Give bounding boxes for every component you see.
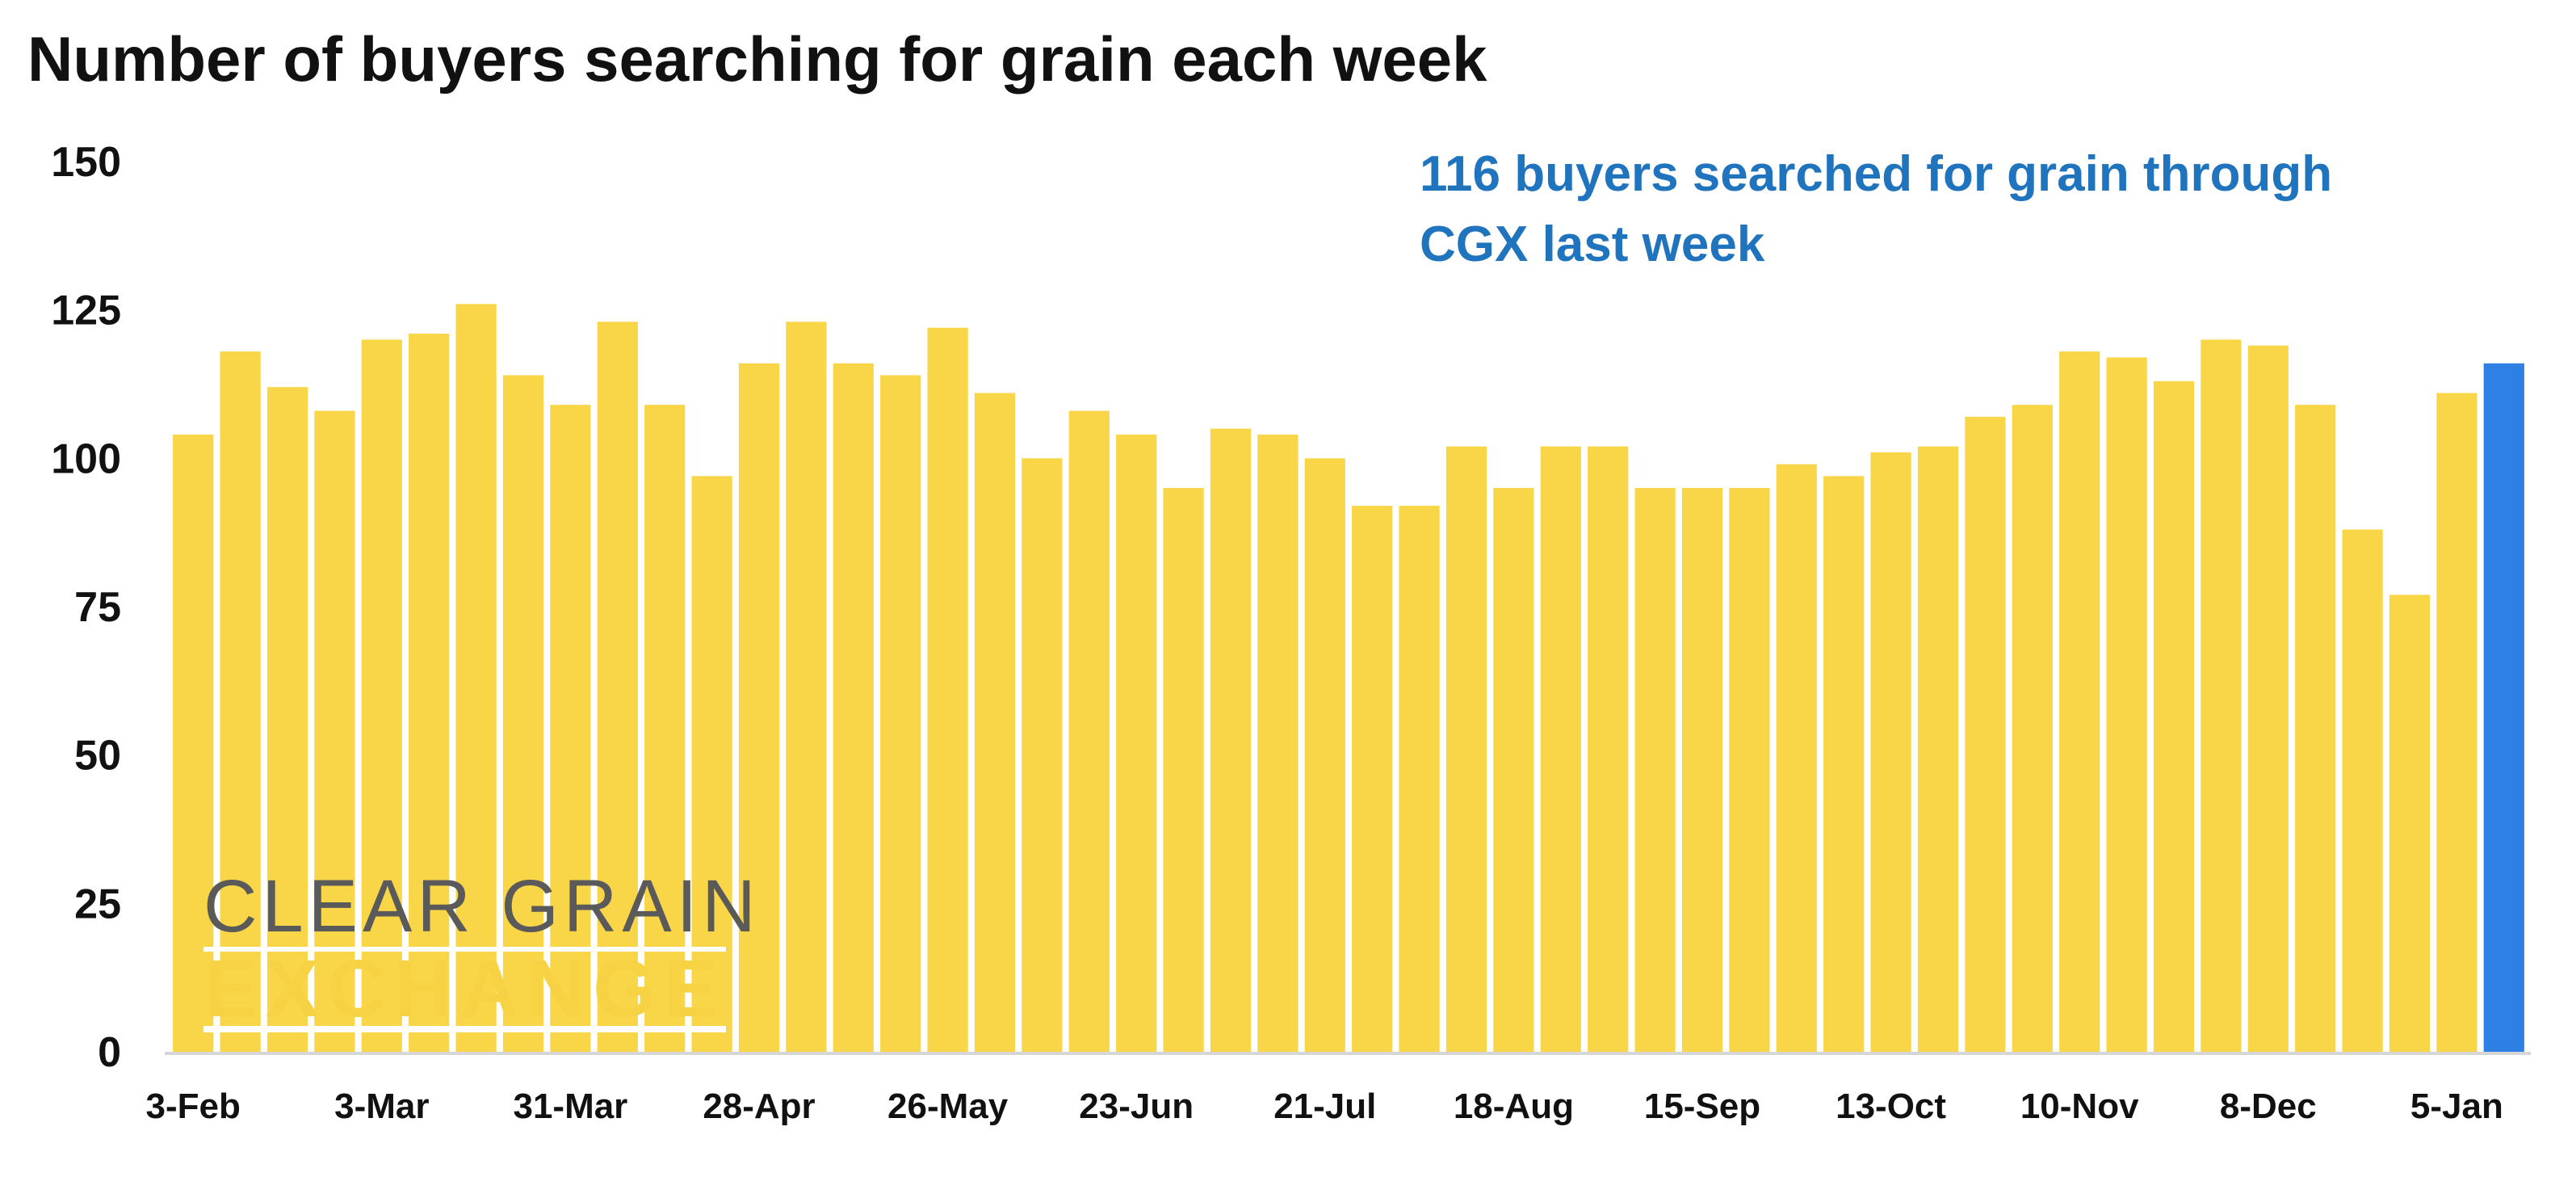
bar [1163, 488, 1204, 1052]
x-tick-label: 23-Jun [1079, 1087, 1194, 1126]
bar [2389, 595, 2431, 1052]
annotation-line-1: 116 buyers searched for grain through [1420, 146, 2332, 202]
x-tick-label: 5-Jan [2410, 1087, 2503, 1126]
bar [1068, 410, 1110, 1052]
y-tick-label: 75 [74, 584, 121, 631]
x-tick-label: 28-Apr [703, 1087, 815, 1126]
clear-grain-exchange-logo: CLEAR GRAIN EXCHANGE [203, 866, 761, 1032]
bar [974, 393, 1016, 1052]
chart-title: Number of buyers searching for grain eac… [27, 23, 1487, 95]
bar [2342, 529, 2383, 1052]
logo-text-bottom: EXCHANGE [203, 944, 726, 1034]
bar [1681, 488, 1723, 1052]
bar [1729, 488, 1770, 1052]
bar [880, 375, 921, 1053]
bar [1776, 464, 1817, 1052]
bar [502, 375, 544, 1053]
bar [1304, 458, 1345, 1052]
y-tick-label: 50 [74, 733, 121, 780]
bar [1210, 428, 1252, 1052]
bar [2247, 345, 2289, 1052]
x-axis: 3-Feb 3-Mar 31-Mar 28-Apr 26-May 23-Jun 21-Jul… [146, 1087, 2503, 1126]
bar [220, 351, 261, 1052]
bar [1352, 506, 1393, 1052]
bar [691, 476, 732, 1052]
x-tick-label: 15-Sep [1644, 1087, 1760, 1126]
y-tick-label: 0 [98, 1029, 121, 1076]
bar [409, 334, 450, 1052]
bar [266, 387, 308, 1052]
x-tick-label: 10-Nov [2020, 1087, 2139, 1126]
bar [2106, 357, 2147, 1052]
bar [314, 410, 355, 1052]
logo-text-top: CLEAR GRAIN [203, 865, 761, 948]
y-tick-label: 125 [51, 288, 121, 334]
y-axis: 0 25 50 75 100 125 150 [51, 139, 121, 1076]
x-tick-label: 18-Aug [1454, 1087, 1574, 1126]
bar [1634, 488, 1676, 1052]
x-tick-label: 26-May [887, 1087, 1009, 1126]
bar [2201, 339, 2242, 1052]
y-tick-label: 25 [74, 881, 121, 927]
y-tick-label: 150 [51, 139, 121, 186]
bar [1823, 476, 1865, 1052]
bar [2153, 380, 2195, 1052]
bar [644, 405, 686, 1052]
bar [1022, 458, 1063, 1052]
bar [1116, 434, 1157, 1052]
bar [1540, 446, 1581, 1052]
bar [1399, 506, 1440, 1052]
bar [1870, 452, 1911, 1052]
x-tick-label: 3-Mar [334, 1087, 429, 1126]
y-tick-label: 100 [51, 435, 121, 482]
bar [2012, 405, 2053, 1052]
x-tick-label: 31-Mar [513, 1087, 627, 1126]
bar [738, 363, 780, 1053]
bar [1917, 446, 1959, 1052]
bar [2436, 393, 2477, 1052]
bar [361, 339, 402, 1052]
bar [455, 304, 497, 1052]
bar [833, 363, 874, 1053]
bar [1588, 446, 1629, 1052]
annotation-line-2: CGX last week [1420, 216, 1765, 272]
x-tick-label: 21-Jul [1273, 1087, 1376, 1126]
bars [173, 304, 2524, 1053]
bar [550, 405, 591, 1052]
x-tick-label: 13-Oct [1836, 1087, 1946, 1126]
bar [927, 327, 968, 1052]
bar [2059, 351, 2100, 1052]
x-tick-label: 8-Dec [2220, 1087, 2317, 1126]
bar [2295, 405, 2336, 1052]
bar [1257, 434, 1298, 1052]
bar [786, 322, 827, 1052]
bar-highlight [2483, 363, 2524, 1053]
bar [1493, 488, 1534, 1052]
x-tick-label: 3-Feb [146, 1087, 241, 1126]
bar [1445, 446, 1487, 1052]
bar [597, 322, 638, 1052]
bar [1965, 416, 2006, 1052]
